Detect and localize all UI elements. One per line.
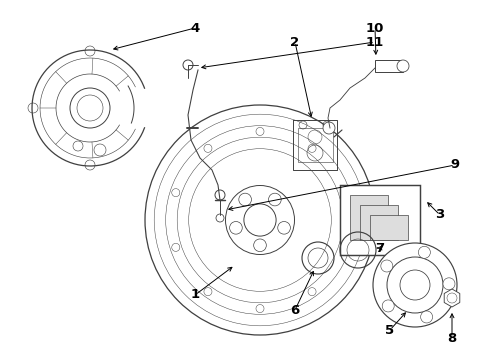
Text: 4: 4: [190, 22, 199, 35]
Bar: [359, 205, 397, 240]
Circle shape: [399, 270, 429, 300]
Bar: [339, 185, 419, 255]
Circle shape: [171, 189, 180, 197]
Circle shape: [253, 239, 266, 252]
Text: 7: 7: [375, 242, 384, 255]
Circle shape: [340, 243, 347, 251]
Circle shape: [386, 257, 442, 313]
Bar: [369, 215, 407, 240]
Circle shape: [382, 300, 393, 312]
Circle shape: [229, 221, 242, 234]
Bar: [349, 195, 387, 240]
Text: 10: 10: [365, 22, 384, 35]
Circle shape: [396, 60, 408, 72]
Circle shape: [307, 288, 315, 296]
Circle shape: [372, 243, 456, 327]
Circle shape: [238, 193, 251, 206]
Text: 1: 1: [190, 288, 199, 302]
Circle shape: [307, 144, 315, 152]
Circle shape: [380, 260, 392, 272]
Bar: [374, 60, 402, 72]
Circle shape: [255, 127, 264, 135]
Text: 6: 6: [290, 303, 299, 316]
Circle shape: [255, 305, 264, 312]
Text: 8: 8: [447, 332, 456, 345]
Circle shape: [442, 278, 454, 290]
Circle shape: [340, 189, 347, 197]
Text: 3: 3: [434, 208, 444, 221]
Circle shape: [244, 204, 276, 236]
Circle shape: [203, 288, 211, 296]
Circle shape: [268, 193, 281, 206]
Circle shape: [323, 122, 334, 134]
Text: 2: 2: [290, 36, 299, 49]
Text: 5: 5: [385, 324, 394, 337]
Circle shape: [418, 246, 429, 258]
Circle shape: [277, 221, 290, 234]
Circle shape: [203, 144, 211, 152]
Circle shape: [446, 293, 456, 303]
Circle shape: [420, 311, 432, 323]
Text: 11: 11: [365, 36, 384, 49]
Circle shape: [171, 243, 180, 251]
Text: 9: 9: [449, 158, 459, 171]
Bar: [297, 128, 332, 162]
